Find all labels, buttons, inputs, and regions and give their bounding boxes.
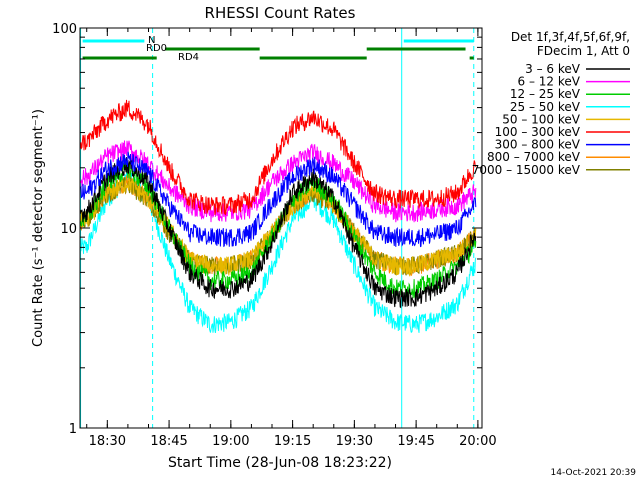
x-tick-label: 19:15 [274, 434, 311, 449]
x-tick-label: 19:45 [397, 434, 434, 449]
x-tick-label: 20:00 [459, 434, 496, 449]
x-tick-label: 18:30 [89, 434, 126, 449]
y-tick-label: 10 [60, 222, 77, 237]
legend-label: 100 – 300 keV [495, 125, 581, 139]
series-line [80, 151, 477, 248]
legend-label: 50 – 100 keV [502, 112, 581, 126]
y-tick-label: 1 [69, 422, 77, 437]
legend-label: 7000 – 15000 keV [472, 163, 581, 177]
x-tick-label: 19:30 [336, 434, 373, 449]
x-tick-label: 18:45 [150, 434, 187, 449]
timestamp: 14-Oct-2021 20:39 [551, 468, 637, 478]
legend-label: 800 – 7000 keV [487, 150, 581, 164]
legend-title-line-1: Det 1f,3f,4f,5f,6f,9f, [511, 30, 630, 44]
legend-label: 6 – 12 keV [518, 75, 581, 89]
chart-title: RHESSI Count Rates [205, 4, 356, 22]
series-line [80, 157, 477, 309]
legend-label: 3 – 6 keV [525, 62, 581, 76]
flag-bar-label: RD4 [178, 52, 199, 63]
y-axis: 1 10 100 [52, 22, 482, 437]
flag-bar-label: RD0 [146, 43, 167, 54]
flag-bar-label: N [148, 35, 155, 46]
legend: Det 1f,3f,4f,5f,6f,9f, FDecim 1, Att 0 3… [472, 30, 630, 177]
x-axis: 18:30 18:45 19:00 19:15 19:30 19:45 20:00 [86, 28, 497, 449]
legend-label: 25 – 50 keV [510, 100, 581, 114]
x-axis-label: Start Time (28-Jun-08 18:23:22) [168, 455, 392, 471]
y-axis-label: Count Rate (s⁻¹ detector segment⁻¹) [31, 109, 46, 347]
x-tick-label: 19:00 [212, 434, 249, 449]
legend-title-line-2: FDecim 1, Att 0 [537, 44, 630, 58]
legend-label: 300 – 800 keV [495, 138, 581, 152]
series-layer [80, 99, 477, 333]
series-line [80, 99, 477, 216]
y-tick-label: 100 [52, 22, 77, 37]
legend-label: 12 – 25 keV [510, 87, 581, 101]
